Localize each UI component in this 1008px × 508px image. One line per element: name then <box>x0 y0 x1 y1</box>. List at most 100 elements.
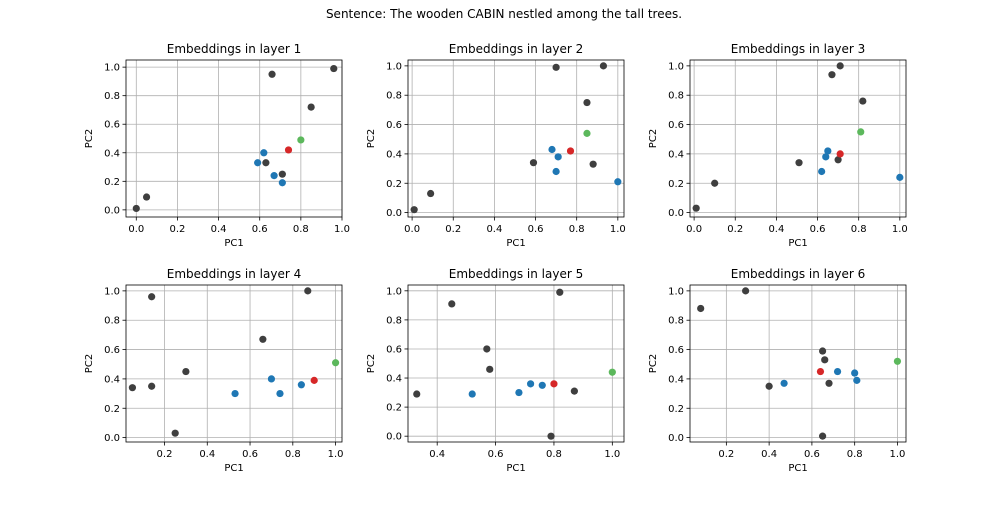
data-point-blue <box>267 375 276 383</box>
data-point-blue <box>276 389 284 398</box>
data-point-blue <box>896 173 904 181</box>
data-point-red <box>816 367 825 376</box>
data-point-other <box>330 64 338 73</box>
data-point-other <box>142 193 151 201</box>
data-point-other <box>742 287 750 295</box>
data-point-blue <box>260 149 268 157</box>
y-tick-label: 0.8 <box>386 91 402 102</box>
subplot-5: 0.4 0.6 0.8 1.0 0.0 0.2 0.4 0.6 0.8 1.0 Embeddings… <box>366 267 625 474</box>
data-point-other <box>599 62 608 70</box>
y-axis-label: PC2 <box>648 129 659 148</box>
data-point-other <box>483 345 491 353</box>
y-tick-label: 0.6 <box>668 120 684 131</box>
data-point-other <box>818 432 827 440</box>
data-point-green <box>857 128 865 136</box>
x-tick-label: 0.8 <box>847 449 863 460</box>
x-tick-label: 0.6 <box>242 449 258 460</box>
x-tick-label: 0.8 <box>546 449 562 460</box>
y-axis-label: PC2 <box>648 354 659 373</box>
y-tick-label: 1.0 <box>386 61 402 72</box>
y-axis-label: PC2 <box>366 354 377 373</box>
y-tick-label: 0.2 <box>668 404 684 415</box>
y-tick-label: 0.6 <box>386 120 402 131</box>
x-tick-label: 1.0 <box>328 449 344 460</box>
y-tick-label: 0.4 <box>668 149 684 160</box>
data-point-other <box>132 204 140 213</box>
x-axis-label: PC1 <box>506 463 525 474</box>
y-tick-label: 0.4 <box>668 374 684 385</box>
data-point-blue <box>548 145 556 154</box>
x-tick-label: 1.0 <box>892 224 908 235</box>
x-tick-label: 0.4 <box>486 224 502 235</box>
x-tick-label: 0.6 <box>252 224 268 235</box>
data-point-other <box>259 335 267 343</box>
data-point-other <box>148 293 156 301</box>
data-point-other <box>825 379 833 387</box>
x-tick-label: 1.0 <box>604 449 620 460</box>
data-point-other <box>818 347 827 355</box>
subplot-4: 0.2 0.4 0.6 0.8 1.0 0.0 0.2 0.4 0.6 0.8 1.0 Embeddi… <box>84 267 344 474</box>
x-tick-label: 0.2 <box>445 224 461 235</box>
data-point-other <box>583 98 591 107</box>
data-point-green <box>608 368 616 376</box>
y-tick-label: 0.8 <box>668 316 684 327</box>
plot-frame <box>125 59 343 218</box>
y-tick-label: 0.2 <box>386 179 402 190</box>
data-point-other <box>448 300 456 308</box>
data-point-other <box>589 160 597 168</box>
y-tick-label: 0.0 <box>104 205 120 216</box>
x-tick-label: 0.6 <box>528 224 544 235</box>
data-point-green <box>583 129 591 137</box>
data-point-green <box>331 359 340 367</box>
data-point-blue <box>552 167 560 176</box>
y-tick-label: 0.6 <box>104 345 120 356</box>
data-point-blue <box>231 389 239 398</box>
x-tick-label: 0.4 <box>429 449 445 460</box>
plot-frame <box>689 284 907 443</box>
subplot-title: Embeddings in layer 6 <box>731 267 865 281</box>
figure-title: Sentence: The wooden CABIN nestled among… <box>325 7 683 21</box>
data-point-other <box>268 70 276 78</box>
y-tick-label: 0.0 <box>668 208 684 219</box>
data-point-other <box>262 159 270 167</box>
x-tick-label: 0.6 <box>810 224 826 235</box>
data-point-other <box>307 103 315 111</box>
data-point-red <box>566 147 575 155</box>
data-point-blue <box>538 381 546 389</box>
data-point-other <box>570 387 578 395</box>
y-tick-label: 0.2 <box>104 177 120 188</box>
data-point-blue <box>833 367 842 376</box>
x-tick-label: 0.4 <box>211 224 227 235</box>
y-axis-label: PC2 <box>366 129 377 148</box>
data-point-other <box>410 206 418 214</box>
data-point-other <box>182 367 190 376</box>
subplot-1: 0.0 0.2 0.4 0.6 0.8 1.0 0.0 0.2 0.4 0.6 0.8 1.0 Embe… <box>84 42 350 249</box>
data-point-other <box>556 288 564 296</box>
data-point-blue <box>554 153 562 161</box>
x-tick-label: 0.2 <box>718 449 734 460</box>
plot-frame <box>407 59 625 218</box>
x-tick-label: 0.2 <box>169 224 185 235</box>
data-point-other <box>697 304 705 313</box>
plot-frame <box>407 284 625 443</box>
data-point-other <box>836 62 844 70</box>
y-tick-label: 0.2 <box>104 404 120 415</box>
x-tick-label: 0.8 <box>285 449 301 460</box>
subplot-title: Embeddings in layer 4 <box>167 267 301 281</box>
x-tick-label: 0.8 <box>569 224 585 235</box>
data-point-blue <box>824 147 832 155</box>
x-tick-label: 0.6 <box>804 449 820 460</box>
x-tick-label: 0.0 <box>686 224 702 235</box>
data-point-blue <box>818 167 826 176</box>
data-point-blue <box>254 159 262 167</box>
data-point-red <box>836 150 844 158</box>
plot-frame <box>125 284 343 443</box>
y-tick-label: 0.8 <box>104 316 120 327</box>
subplot-6: 0.2 0.4 0.6 0.8 1.0 0.0 0.2 0.4 0.6 0.8 1.0 Embeddi… <box>648 267 907 474</box>
x-tick-label: 0.0 <box>404 224 420 235</box>
y-tick-label: 0.6 <box>386 344 402 355</box>
x-tick-label: 0.6 <box>488 449 504 460</box>
data-point-other <box>692 204 700 212</box>
